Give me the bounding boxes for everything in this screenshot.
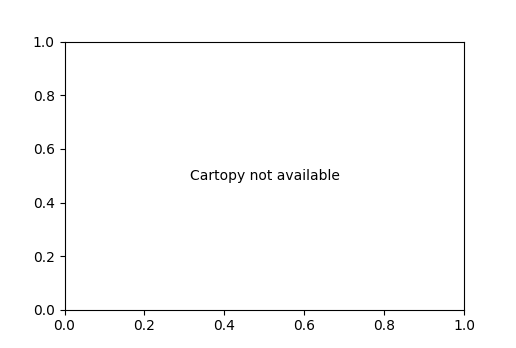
Text: Cartopy not available: Cartopy not available xyxy=(189,169,340,183)
